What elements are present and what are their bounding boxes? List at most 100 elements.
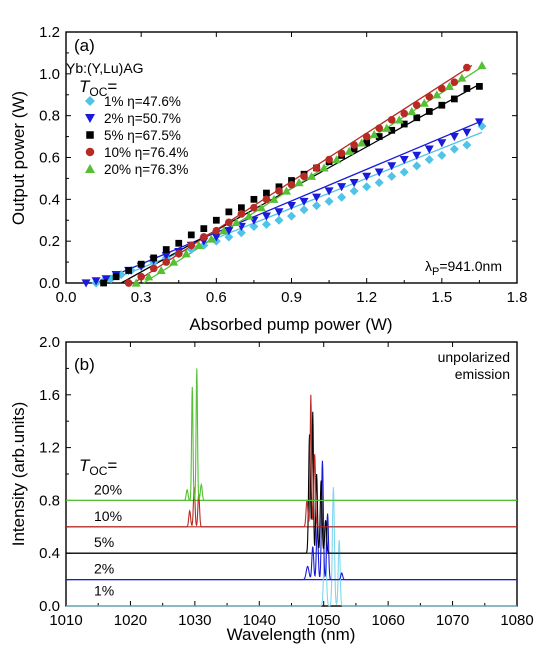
spectrum-line [66, 460, 517, 581]
spectrum-label: 2% [94, 561, 114, 577]
panel-b-series-labels: 1% 2% 5% 10% 20% [94, 481, 122, 598]
data-point [287, 202, 296, 211]
pump-wavelength-main: λ [425, 258, 432, 274]
data-point [362, 182, 372, 192]
a-xtick-label: 0.0 [56, 289, 77, 306]
data-point [369, 129, 379, 139]
data-point [462, 140, 472, 150]
data-point [350, 145, 358, 153]
data-point [450, 78, 459, 87]
data-point [388, 126, 396, 134]
a-xtick-label: 1.5 [431, 289, 452, 306]
legend-a-header-tail: = [107, 77, 117, 96]
b-ytick-label: 0.0 [39, 598, 60, 615]
data-point [212, 216, 220, 224]
data-point [349, 179, 359, 188]
data-point [477, 60, 487, 70]
data-point [300, 172, 308, 181]
data-point [275, 183, 283, 191]
data-point [206, 234, 216, 243]
panel-b-label: (b) [74, 355, 95, 374]
legend-entry-label: 1% η=47.6% [104, 94, 181, 109]
data-point [349, 186, 359, 196]
data-point [312, 193, 322, 202]
legend-b-header-tail: = [107, 456, 117, 475]
data-point [150, 254, 158, 262]
data-point [412, 101, 421, 110]
pump-wavelength-sub: P [432, 266, 439, 278]
data-point [212, 226, 221, 235]
spectrum-label: 1% [94, 582, 114, 598]
b-ytick-label: 0.8 [39, 492, 60, 509]
data-point [438, 84, 446, 93]
data-point [425, 108, 433, 115]
data-point [474, 118, 484, 127]
data-point [299, 197, 309, 206]
data-point [432, 90, 442, 99]
data-point [374, 168, 384, 177]
data-point [325, 155, 333, 164]
a-xtick-label: 0.6 [206, 289, 227, 306]
data-point [337, 149, 346, 158]
panel-b-ylabel: Intensity (arb.units) [9, 402, 28, 547]
spectrum-label: 10% [94, 508, 122, 524]
data-point [224, 232, 234, 242]
b-xtick-label: 1040 [243, 612, 276, 629]
data-point [362, 132, 371, 141]
panel-b-spectra-lines [66, 368, 517, 607]
data-point [287, 211, 296, 221]
data-point [162, 246, 170, 253]
data-point [399, 155, 409, 165]
data-point [101, 275, 111, 284]
data-point [281, 186, 291, 195]
data-point [319, 163, 329, 172]
data-point [362, 172, 372, 181]
data-point [463, 63, 471, 72]
b-xtick-label: 1060 [371, 612, 404, 629]
data-point [299, 205, 309, 215]
data-point [156, 265, 166, 275]
legend-b-header-main: T [79, 456, 91, 475]
data-point [244, 211, 254, 220]
data-point [225, 208, 233, 216]
data-point [437, 150, 447, 160]
data-point [382, 123, 392, 132]
data-point [261, 219, 271, 229]
data-point [256, 203, 266, 212]
panel-a-ylabel: Output power (W) [9, 91, 28, 225]
spectrum-line [66, 487, 517, 607]
data-point [450, 95, 458, 103]
data-point [200, 225, 208, 232]
b-ytick-label: 1.6 [39, 387, 60, 404]
data-point [438, 101, 446, 109]
data-point [263, 189, 270, 197]
data-point [407, 106, 417, 116]
data-point [250, 195, 258, 203]
data-point [312, 164, 321, 172]
data-point [357, 138, 367, 147]
data-point [124, 279, 133, 287]
data-point [400, 120, 408, 128]
data-point [425, 93, 434, 101]
data-point [294, 178, 304, 187]
legend-a-header-main: T [79, 77, 91, 96]
data-point [344, 146, 354, 155]
data-point [162, 258, 171, 266]
b-xtick-label: 1010 [49, 612, 82, 629]
legend-marker [86, 131, 94, 139]
legend-a-header: TOC= [79, 77, 117, 99]
legend-a-header-sub: OC [89, 85, 107, 99]
data-point [375, 124, 384, 133]
data-point [400, 109, 409, 118]
panel-b-frame [65, 341, 518, 607]
panel-a-label: (a) [74, 36, 95, 55]
data-point [457, 73, 467, 82]
legend-marker [85, 147, 95, 157]
data-point [363, 139, 371, 147]
data-point [412, 151, 422, 160]
legend-entry-label: 2% η=50.7% [104, 111, 181, 126]
data-point [249, 222, 259, 232]
data-point [231, 217, 241, 226]
b-xtick-label: 1050 [307, 612, 340, 629]
annotation-line-2: emission [455, 366, 510, 382]
